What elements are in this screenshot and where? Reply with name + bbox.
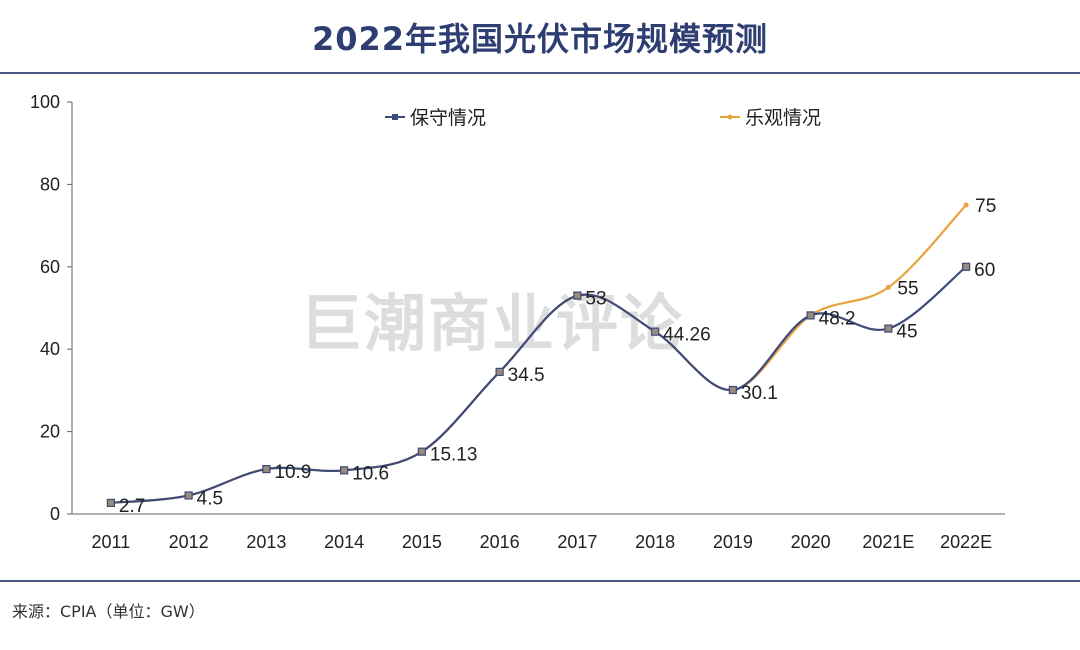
series-markers [106, 202, 971, 507]
data-labels: 2.7 4.5 10.9 10.6 15.13 34.5 53 44.26 30.1 48.2 45… [119, 196, 996, 517]
conservative-point [728, 385, 737, 395]
data-label: 15.13 [430, 445, 478, 466]
x-tick-label: 2011 [92, 532, 131, 552]
conservative-point [262, 464, 271, 474]
x-tick-label: 2014 [324, 532, 364, 552]
x-tick-label: 2019 [713, 532, 753, 552]
y-tick-label: 80 [40, 174, 60, 194]
data-label: 53 [585, 289, 606, 310]
legend-label: 乐观情况 [745, 107, 821, 129]
y-tick-label: 100 [30, 92, 60, 112]
bottom-divider [0, 580, 1080, 582]
legend-marker [392, 114, 398, 120]
x-tick-label: 2021E [862, 532, 914, 552]
x-tick-label: 2020 [791, 532, 831, 552]
conservative-point [962, 262, 971, 271]
optimistic-point [885, 284, 891, 290]
line-chart: 巨潮商业评论 0 20 40 60 80 100 2011 2012 2013 2014 2015 2… [30, 92, 1005, 552]
data-label: 30.1 [741, 383, 778, 404]
source-note: 来源：CPIA（单位：GW） [12, 602, 205, 621]
x-tick-label: 2013 [246, 532, 286, 552]
x-tick-label: 2015 [402, 532, 442, 552]
y-tick-label: 0 [50, 504, 60, 524]
data-label: 60 [974, 260, 995, 281]
x-tick-label: 2018 [635, 532, 675, 552]
conservative-point [184, 491, 193, 500]
legend-marker [727, 114, 733, 120]
conservative-point [495, 367, 504, 376]
conservative-point [417, 447, 426, 456]
data-label: 34.5 [508, 365, 545, 386]
legend-label: 保守情况 [410, 107, 486, 129]
chart-title: 2022年我国光伏市场规模预测 [311, 20, 769, 58]
top-divider [0, 72, 1080, 74]
optimistic-point [963, 202, 969, 208]
y-tick-label: 40 [40, 339, 60, 359]
y-tick-label: 20 [40, 422, 60, 442]
conservative-point [106, 498, 115, 507]
conservative-point [884, 324, 893, 333]
watermark-text: 巨潮商业评论 [300, 287, 684, 360]
conservative-point [573, 291, 582, 300]
conservative-point [806, 311, 815, 320]
axes: 0 20 40 60 80 100 2011 2012 2013 2014 2015 2016 2017… [30, 92, 1005, 552]
x-tick-label: 2022E [940, 532, 992, 552]
x-tick-label: 2016 [480, 532, 520, 552]
x-tick-label: 2017 [557, 532, 597, 552]
data-label: 48.2 [819, 308, 856, 329]
data-label: 4.5 [197, 488, 223, 509]
conservative-point [651, 327, 660, 336]
data-label: 2.7 [119, 496, 145, 517]
data-label: 10.9 [274, 462, 311, 483]
data-label: 45 [896, 322, 917, 343]
legend: 保守情况 乐观情况 [385, 107, 821, 129]
y-tick-label: 60 [40, 257, 60, 277]
data-label-optimistic: 75 [975, 196, 996, 217]
conservative-point [340, 466, 349, 475]
data-label: 10.6 [352, 463, 389, 484]
data-label: 44.26 [663, 325, 711, 346]
data-label-optimistic: 55 [897, 278, 918, 299]
x-tick-label: 2012 [169, 532, 209, 552]
